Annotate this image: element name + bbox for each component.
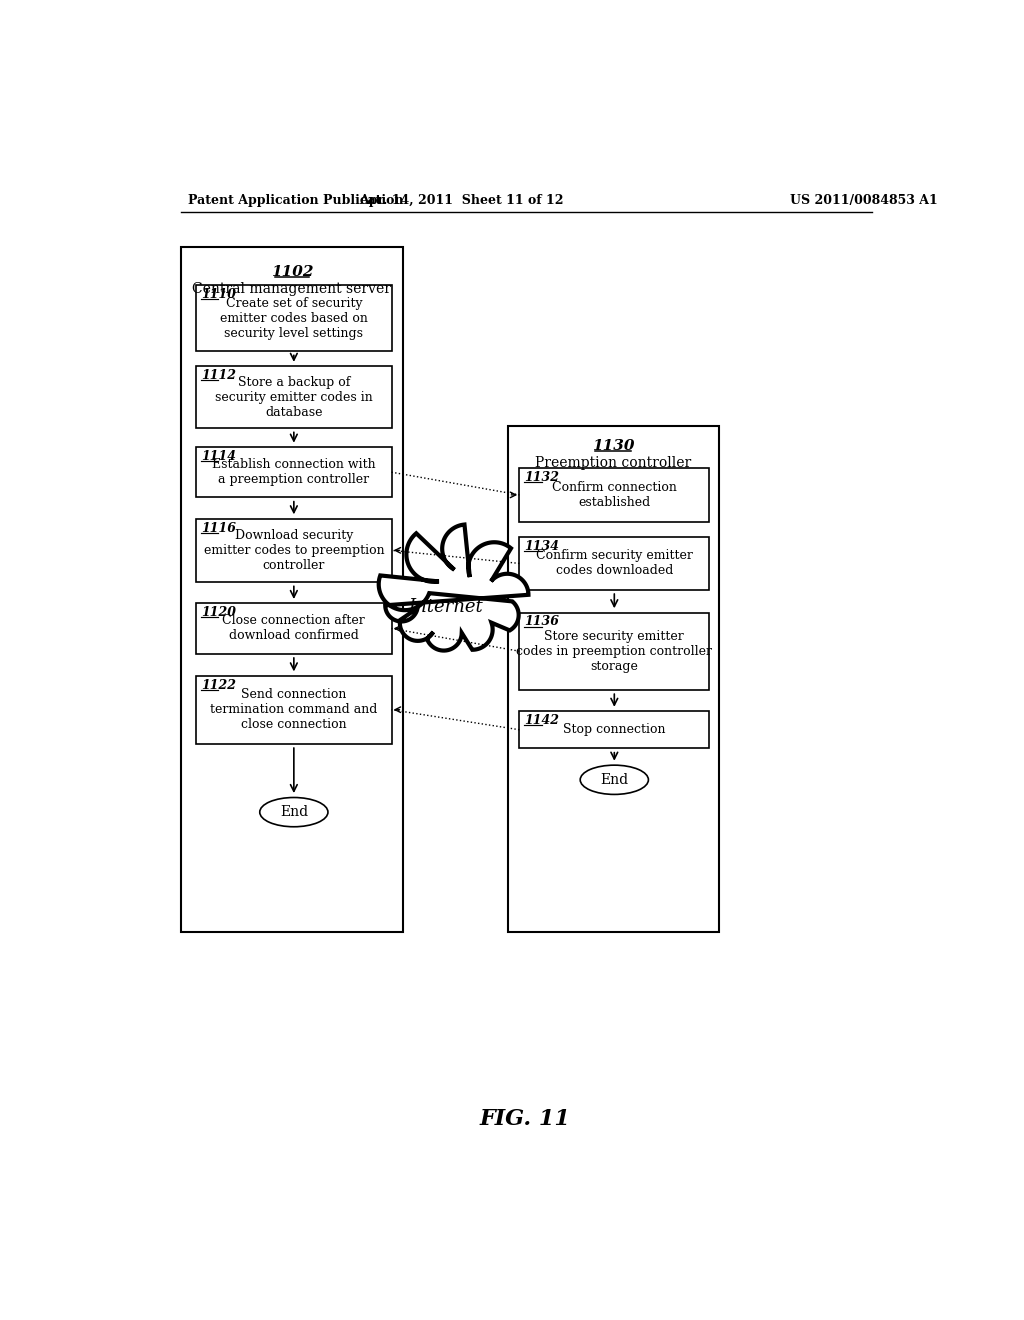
Bar xyxy=(197,676,391,743)
Text: Internet: Internet xyxy=(409,598,483,615)
Text: Store a backup of
security emitter codes in
database: Store a backup of security emitter codes… xyxy=(215,376,373,418)
Bar xyxy=(197,447,391,498)
Ellipse shape xyxy=(260,797,328,826)
Bar xyxy=(197,367,391,428)
Text: FIG. 11: FIG. 11 xyxy=(479,1109,570,1130)
Bar xyxy=(519,711,710,748)
Text: Confirm connection
established: Confirm connection established xyxy=(552,480,677,510)
Text: 1122: 1122 xyxy=(201,678,236,692)
Text: 1134: 1134 xyxy=(524,540,559,553)
Text: Create set of security
emitter codes based on
security level settings: Create set of security emitter codes bas… xyxy=(220,297,368,339)
Text: End: End xyxy=(280,805,308,820)
Text: Send connection
termination command and
close connection: Send connection termination command and … xyxy=(210,688,378,731)
Text: Apr. 14, 2011  Sheet 11 of 12: Apr. 14, 2011 Sheet 11 of 12 xyxy=(359,194,563,207)
Text: Patent Application Publication: Patent Application Publication xyxy=(188,194,403,207)
Text: Download security
emitter codes to preemption
controller: Download security emitter codes to preem… xyxy=(204,529,384,572)
Text: 1112: 1112 xyxy=(201,370,236,381)
Text: Establish connection with
a preemption controller: Establish connection with a preemption c… xyxy=(212,458,376,486)
Text: 1116: 1116 xyxy=(201,521,236,535)
Bar xyxy=(519,612,710,689)
Text: Stop connection: Stop connection xyxy=(563,723,666,737)
Text: 1132: 1132 xyxy=(524,471,559,483)
Bar xyxy=(197,285,391,351)
Text: 1130: 1130 xyxy=(592,438,635,453)
Text: Close connection after
download confirmed: Close connection after download confirme… xyxy=(222,615,366,643)
Bar xyxy=(197,603,391,653)
Text: 1136: 1136 xyxy=(524,615,559,628)
Polygon shape xyxy=(379,524,528,651)
Ellipse shape xyxy=(581,766,648,795)
Text: 1110: 1110 xyxy=(201,288,236,301)
Text: 1102: 1102 xyxy=(270,264,313,279)
Text: Preemption controller: Preemption controller xyxy=(535,457,691,470)
Text: Central management server: Central management server xyxy=(193,282,391,296)
Text: 1120: 1120 xyxy=(201,606,236,619)
Text: 1114: 1114 xyxy=(201,450,236,463)
Text: 1142: 1142 xyxy=(524,714,559,727)
Bar xyxy=(180,247,403,932)
Bar xyxy=(508,426,719,932)
Text: Store security emitter
codes in preemption controller
storage: Store security emitter codes in preempti… xyxy=(516,630,713,673)
Bar xyxy=(519,537,710,590)
Bar xyxy=(197,519,391,582)
Text: US 2011/0084853 A1: US 2011/0084853 A1 xyxy=(791,194,938,207)
Text: End: End xyxy=(600,772,629,787)
Bar xyxy=(519,469,710,521)
Text: Confirm security emitter
codes downloaded: Confirm security emitter codes downloade… xyxy=(536,549,693,577)
